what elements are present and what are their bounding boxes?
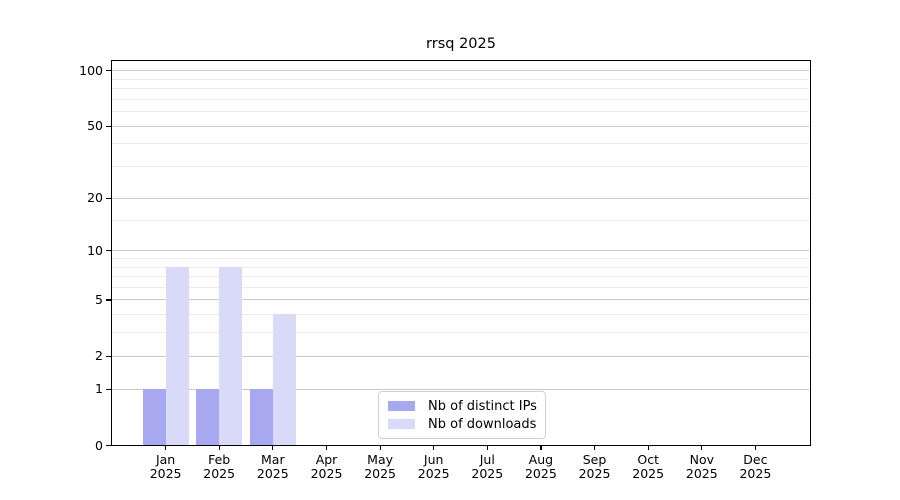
x-axis-tick (165, 446, 167, 450)
y-axis-tick (106, 125, 112, 127)
bar-nb-of-downloads (219, 266, 243, 445)
y-tick-label: 1 (95, 381, 103, 397)
y-axis-tick (106, 197, 112, 199)
x-tick-label: Oct 2025 (632, 452, 665, 481)
y-tick-label: 100 (79, 62, 103, 78)
y-tick-label: 50 (87, 118, 103, 133)
x-axis-tick (272, 446, 274, 450)
gridline-major (112, 125, 809, 127)
y-axis-tick (106, 445, 112, 447)
legend-swatch-downloads-icon (388, 419, 415, 429)
gridline-major (112, 299, 809, 301)
bar-nb-of-downloads (272, 314, 296, 445)
y-tick-label: 20 (87, 190, 103, 206)
x-tick-label: Sep 2025 (578, 452, 611, 481)
gridline-minor (112, 286, 809, 288)
gridline-major (112, 250, 809, 252)
gridline-minor (112, 143, 809, 145)
x-tick-label: Nov 2025 (685, 452, 718, 481)
gridline-minor (112, 166, 809, 167)
y-tick-label: 2 (95, 348, 103, 364)
y-tick-label: 10 (87, 242, 103, 258)
gridline-minor (112, 87, 809, 89)
gridline-minor (112, 98, 809, 100)
gridline-major (112, 197, 809, 199)
y-tick-label: 5 (95, 291, 103, 307)
gridline-major (112, 70, 809, 71)
y-axis-tick (106, 70, 112, 72)
legend-label-distinct-ips: Nb of distinct IPs (428, 398, 537, 414)
y-axis-tick (106, 250, 112, 252)
y-axis-tick (106, 388, 112, 390)
legend-item-distinct-ips: Nb of distinct IPs (388, 398, 537, 414)
legend-item-downloads: Nb of downloads (388, 416, 537, 432)
gridline-minor (112, 276, 809, 277)
x-axis-tick (486, 446, 488, 450)
gridline-minor (112, 314, 809, 316)
x-axis-tick (594, 446, 596, 450)
x-axis-tick (754, 446, 757, 450)
chart-title: rrsq 2025 (426, 36, 496, 52)
gridline-minor (112, 266, 809, 268)
gridline-major (112, 355, 809, 357)
x-tick-label: Jul 2025 (471, 452, 504, 481)
x-tick-label: Feb 2025 (203, 452, 236, 481)
legend-swatch-distinct-ips-icon (388, 401, 415, 411)
x-tick-label: Mar 2025 (256, 452, 289, 481)
gridline-major (112, 388, 809, 390)
x-tick-label: Dec 2025 (739, 452, 772, 481)
x-axis-tick (326, 446, 328, 450)
bar-nb-of-distinct-ips (196, 388, 220, 445)
y-axis-tick (106, 299, 112, 301)
x-tick-label: Aug 2025 (524, 452, 557, 481)
x-axis-tick (701, 446, 703, 450)
bar-nb-of-distinct-ips (249, 388, 273, 445)
x-axis-tick (433, 446, 435, 450)
gridline-minor (112, 111, 809, 112)
x-axis-tick (379, 446, 381, 450)
bar-nb-of-distinct-ips (142, 388, 166, 445)
gridline-minor (112, 219, 809, 221)
x-tick-label: Jan 2025 (149, 452, 182, 481)
x-axis-tick (540, 446, 542, 450)
bar-nb-of-downloads (165, 266, 189, 445)
x-tick-label: Apr 2025 (310, 452, 343, 481)
y-axis-tick (106, 355, 112, 357)
gridline-minor (112, 257, 809, 259)
gridline-minor (112, 78, 809, 80)
y-tick-label: 0 (95, 437, 103, 453)
legend: Nb of distinct IPs Nb of downloads (378, 391, 546, 439)
x-axis-tick (218, 446, 220, 450)
legend-label-downloads: Nb of downloads (428, 416, 537, 432)
x-tick-label: May 2025 (364, 452, 396, 481)
gridline-minor (112, 332, 809, 334)
x-tick-label: Jun 2025 (417, 452, 450, 481)
x-axis-tick (647, 446, 649, 450)
